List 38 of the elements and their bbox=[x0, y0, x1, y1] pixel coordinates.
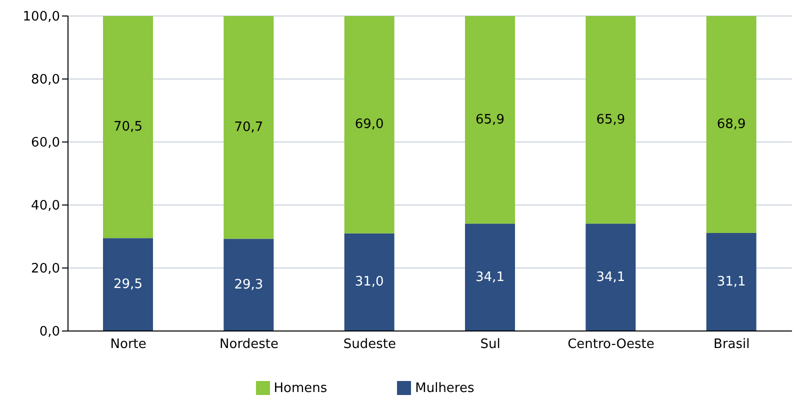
y-tick-label: 0,0 bbox=[39, 324, 60, 340]
x-tick-label: Brasil bbox=[714, 337, 750, 352]
data-label: 34,1 bbox=[476, 270, 504, 285]
data-label: 70,5 bbox=[114, 120, 142, 135]
x-tick-label: Norte bbox=[110, 337, 146, 352]
data-label: 69,0 bbox=[354, 117, 384, 132]
bar bbox=[224, 238, 274, 331]
data-label: 29,5 bbox=[114, 277, 142, 292]
x-tick-label: Sul bbox=[480, 337, 500, 352]
x-tick-label: Sudeste bbox=[343, 337, 396, 352]
data-label: 70,7 bbox=[234, 120, 264, 135]
bar bbox=[344, 233, 394, 331]
x-tick-label: Nordeste bbox=[220, 337, 278, 352]
data-label: 31,1 bbox=[716, 274, 746, 290]
legend-label: Mulheres bbox=[415, 381, 474, 396]
y-tick-label: 100,0 bbox=[22, 10, 60, 25]
bar bbox=[586, 16, 636, 224]
bar bbox=[586, 224, 636, 331]
x-tick-label: Centro-Oeste bbox=[568, 337, 654, 352]
data-label: 34,1 bbox=[596, 270, 626, 285]
bar bbox=[706, 233, 756, 331]
data-label: 29,3 bbox=[234, 277, 264, 292]
data-label: 68,9 bbox=[716, 117, 746, 132]
bar bbox=[103, 16, 153, 238]
bar bbox=[465, 16, 515, 224]
data-label: 31,0 bbox=[354, 274, 384, 290]
bar bbox=[465, 224, 515, 331]
bar bbox=[706, 16, 756, 234]
legend-label: Homens bbox=[274, 381, 328, 396]
data-label: 65,9 bbox=[476, 112, 504, 128]
bar bbox=[344, 16, 394, 234]
bar bbox=[224, 16, 274, 239]
bar bbox=[103, 238, 153, 331]
y-tick-label: 20,0 bbox=[31, 262, 60, 277]
y-tick-label: 80,0 bbox=[31, 72, 60, 88]
data-label: 65,9 bbox=[596, 112, 626, 128]
y-tick-label: 60,0 bbox=[31, 136, 60, 151]
y-tick-label: 40,0 bbox=[31, 198, 60, 214]
